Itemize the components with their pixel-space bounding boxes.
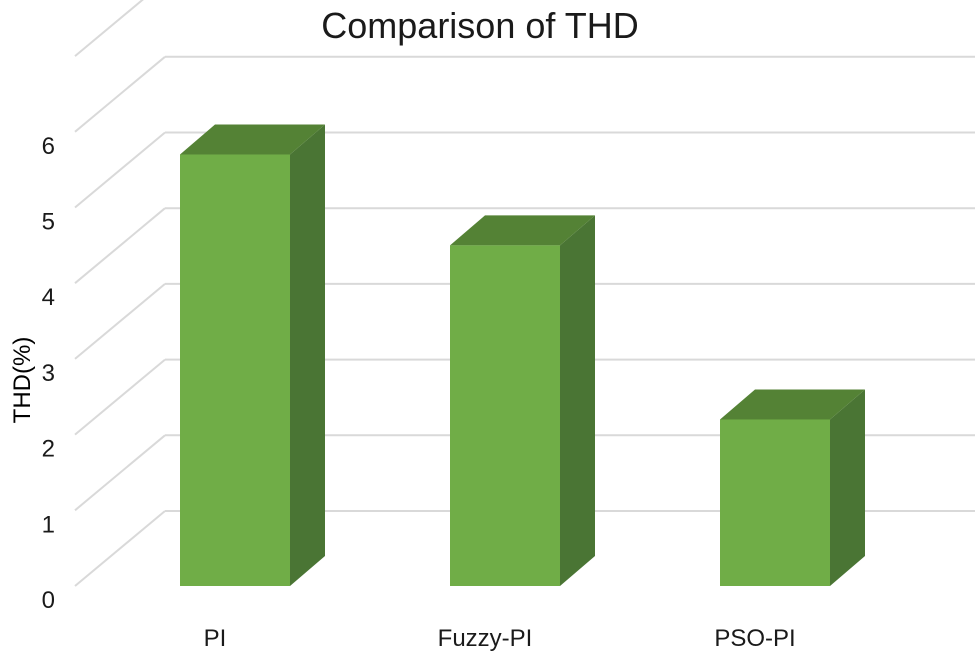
bar-pso-pi — [720, 389, 865, 586]
gridline-diagonal — [74, 510, 166, 587]
bar-front — [720, 419, 830, 586]
y-tick-label: 1 — [42, 511, 55, 538]
gridline-diagonal — [74, 283, 166, 360]
bars — [180, 124, 865, 586]
y-tick-label: 3 — [42, 360, 55, 387]
y-axis-ticks: 0 1 2 3 4 5 6 — [42, 133, 55, 614]
gridline-diagonal — [74, 358, 166, 436]
bar-pi — [180, 124, 325, 586]
chart-title: Comparison of THD — [321, 5, 638, 46]
y-tick-label: 2 — [42, 436, 55, 463]
y-tick-label: 5 — [42, 209, 55, 236]
gridline-diagonal — [74, 0, 144, 57]
bar-side — [560, 215, 595, 586]
gridline-diagonal — [74, 207, 166, 284]
y-tick-label: 6 — [42, 133, 55, 160]
gridline-diagonal — [74, 434, 166, 512]
category-label: PI — [204, 625, 227, 652]
bar-top — [450, 215, 595, 246]
bar-top — [720, 389, 865, 420]
gridline-diagonal — [74, 56, 166, 133]
y-axis-label: THD(%) — [9, 337, 36, 424]
bar-top — [180, 124, 325, 155]
bar-side — [830, 389, 865, 586]
bar-front — [450, 245, 560, 586]
y-tick-label: 0 — [42, 587, 55, 614]
bar-front — [180, 154, 290, 586]
y-tick-label: 4 — [42, 284, 55, 311]
gridline-diagonal — [74, 131, 166, 209]
bar-fuzzy-pi — [450, 215, 595, 586]
x-axis-categories: PI Fuzzy-PI PSO-PI — [204, 625, 796, 652]
category-label: PSO-PI — [714, 625, 795, 652]
bar-side — [290, 124, 325, 586]
category-label: Fuzzy-PI — [438, 625, 533, 652]
